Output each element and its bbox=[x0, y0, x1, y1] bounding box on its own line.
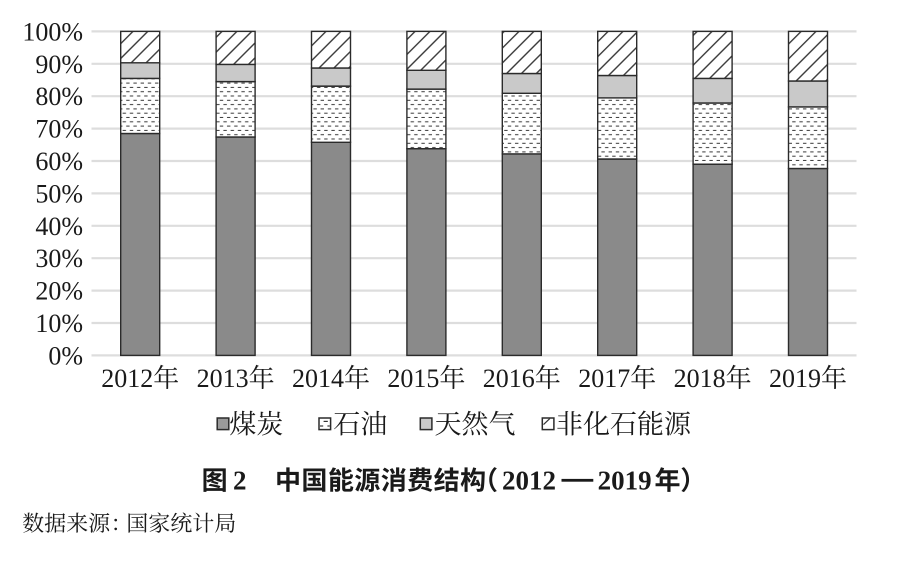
svg-text:80%: 80% bbox=[35, 82, 83, 111]
svg-text:10%: 10% bbox=[35, 309, 83, 338]
svg-text:40%: 40% bbox=[35, 212, 83, 241]
svg-text:2012: 2012 bbox=[502, 466, 556, 496]
svg-text:2018: 2018 bbox=[674, 364, 726, 393]
svg-text:2019: 2019 bbox=[598, 466, 652, 496]
svg-text:2015: 2015 bbox=[387, 364, 439, 393]
svg-text:90%: 90% bbox=[35, 50, 83, 79]
svg-text:2016: 2016 bbox=[483, 364, 535, 393]
svg-text:2019: 2019 bbox=[769, 364, 821, 393]
svg-text:60%: 60% bbox=[35, 147, 83, 176]
svg-text:30%: 30% bbox=[35, 244, 83, 273]
svg-text:70%: 70% bbox=[35, 115, 83, 144]
svg-text:100%: 100% bbox=[22, 17, 83, 46]
svg-text:2014: 2014 bbox=[292, 364, 344, 393]
svg-text:2017: 2017 bbox=[578, 364, 630, 393]
svg-text:2: 2 bbox=[233, 466, 247, 496]
svg-text:2013: 2013 bbox=[197, 364, 249, 393]
svg-text:0%: 0% bbox=[48, 341, 83, 370]
svg-text:50%: 50% bbox=[35, 179, 83, 208]
svg-text:20%: 20% bbox=[35, 277, 83, 306]
svg-text:2012: 2012 bbox=[101, 364, 153, 393]
